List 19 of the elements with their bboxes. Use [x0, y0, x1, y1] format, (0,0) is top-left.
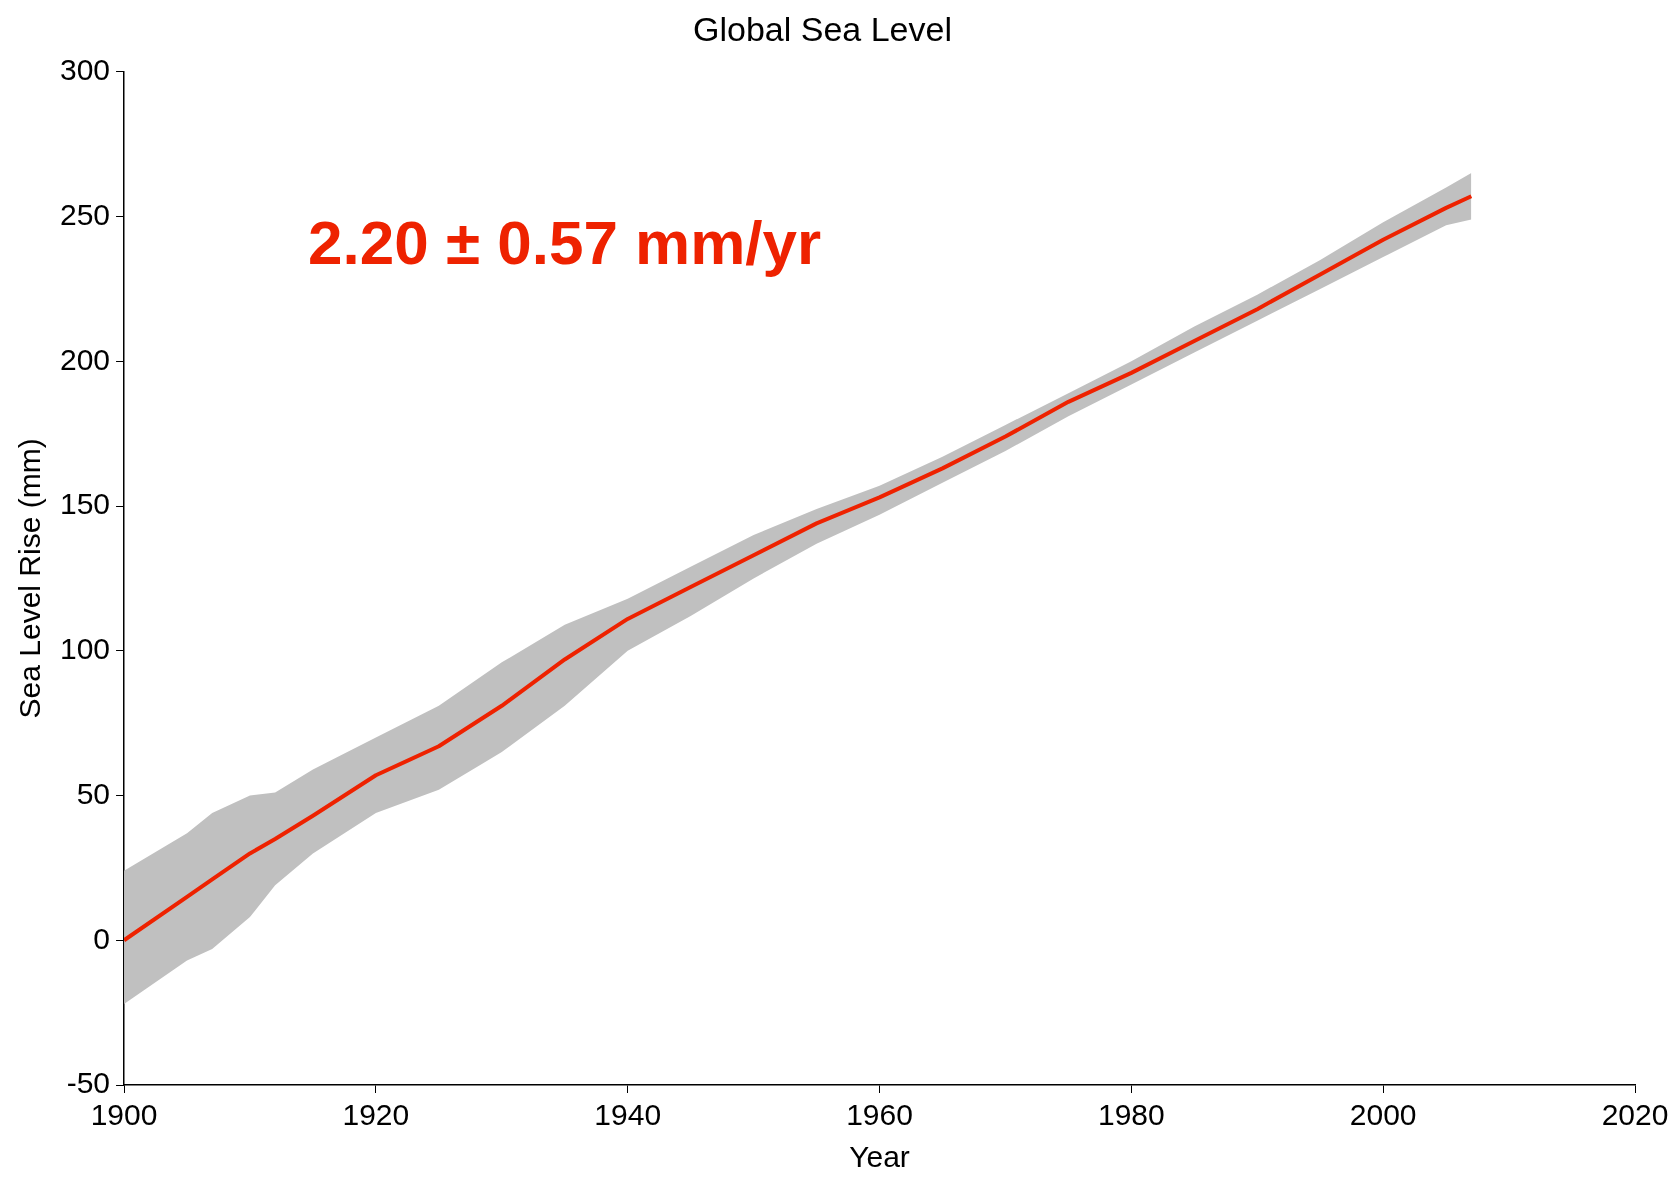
x-tick-label: 1940	[594, 1098, 662, 1132]
y-tick-label: 150	[59, 487, 111, 521]
y-tick-label: 0	[93, 921, 111, 955]
x-tick-label: 1960	[846, 1098, 913, 1132]
y-tick-label: 50	[76, 776, 111, 810]
y-tick-label: 300	[59, 53, 111, 87]
y-tick-label: 250	[59, 197, 111, 231]
x-tick-label: 1980	[1097, 1098, 1165, 1132]
x-tick-label: 1920	[342, 1098, 410, 1132]
x-tick-label: 2000	[1349, 1098, 1417, 1132]
x-axis-title: Year	[849, 1140, 910, 1174]
x-tick-label: 1900	[90, 1098, 158, 1132]
y-tick-label: 200	[59, 342, 111, 376]
x-tick-label: 2020	[1601, 1098, 1669, 1132]
annotation: 2.20 ± 0.57 mm/yr	[308, 207, 822, 277]
y-tick-label: 100	[59, 632, 111, 666]
chart-title: Global Sea Level	[693, 9, 952, 48]
y-tick-label: -50	[66, 1066, 111, 1100]
y-axis-title: Sea Level Rise (mm)	[13, 438, 47, 719]
